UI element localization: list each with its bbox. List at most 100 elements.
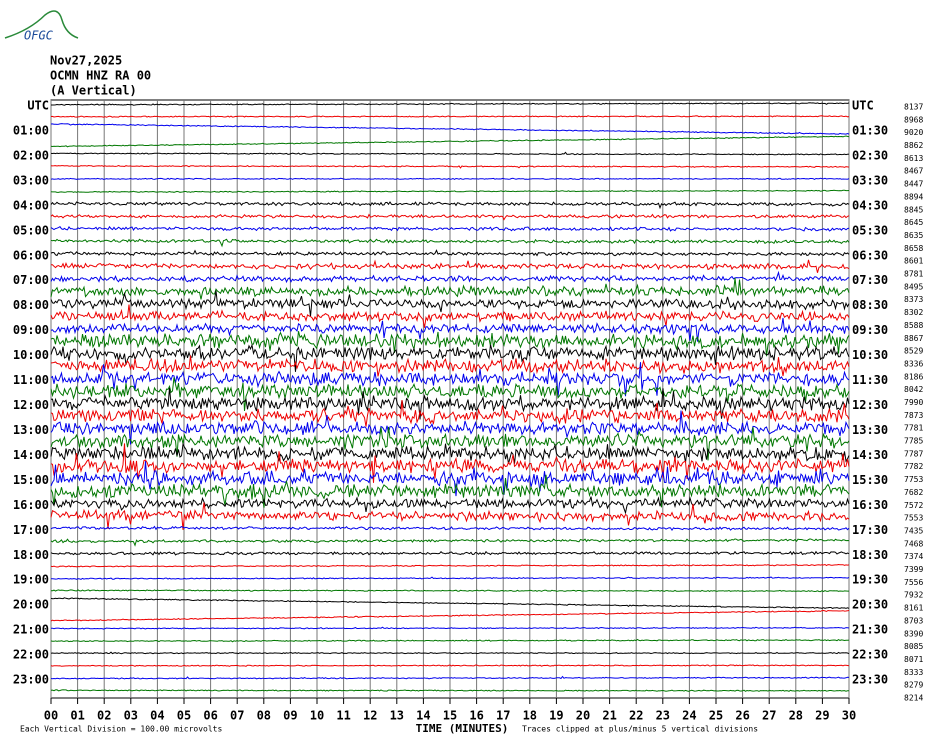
x-tick-label: 21 <box>602 709 616 723</box>
half-hour-label: 23:30 <box>852 673 888 687</box>
x-tick-label: 27 <box>762 709 776 723</box>
trace-level: 7785 <box>904 437 923 446</box>
trace-level: 8333 <box>904 668 923 677</box>
trace <box>50 304 850 328</box>
station: OCMN HNZ RA 00 <box>50 69 151 83</box>
trace-level: 9020 <box>904 128 923 137</box>
hour-label: 20:00 <box>13 598 49 612</box>
hour-label: 10:00 <box>13 348 49 362</box>
trace-level: 7787 <box>904 449 923 458</box>
trace <box>50 362 850 398</box>
trace-level: 8613 <box>904 154 923 163</box>
trace-level: 8042 <box>904 385 923 394</box>
trace <box>50 576 850 580</box>
x-tick-label: 20 <box>576 709 590 723</box>
x-tick-label: 18 <box>523 709 537 723</box>
trace <box>50 270 850 284</box>
trace <box>50 496 850 515</box>
x-tick-label: 29 <box>815 709 829 723</box>
trace <box>50 651 850 655</box>
trace-level: 8862 <box>904 141 923 150</box>
trace-level: 8214 <box>904 694 923 703</box>
hour-label: 09:00 <box>13 323 49 337</box>
logo: OFGC <box>24 29 54 43</box>
x-tick-label: 12 <box>363 709 377 723</box>
x-tick-label: 07 <box>230 709 244 723</box>
x-tick-label: 19 <box>549 709 563 723</box>
trace <box>51 259 850 273</box>
trace <box>50 474 850 508</box>
trace-level: 8186 <box>904 372 923 381</box>
hour-label: UTC <box>27 99 49 113</box>
trace-level: 8447 <box>904 180 923 189</box>
x-tick-label: 06 <box>203 709 217 723</box>
x-tick-label: 05 <box>177 709 191 723</box>
trace-level: 8161 <box>904 604 923 613</box>
half-hour-label: 05:30 <box>852 223 888 237</box>
x-tick-label: 15 <box>443 709 457 723</box>
clip-note: Traces clipped at plus/minus 5 vertical … <box>522 725 758 734</box>
half-hour-label: 07:30 <box>852 273 888 287</box>
half-hour-label: 16:30 <box>852 498 888 512</box>
x-tick-label: 16 <box>469 709 483 723</box>
trace-level: 7572 <box>904 501 923 510</box>
trace <box>50 343 850 372</box>
x-tick-label: 30 <box>842 709 856 723</box>
trace-level: 7781 <box>904 424 923 433</box>
trace <box>51 102 850 106</box>
half-hour-label: 08:30 <box>852 298 888 312</box>
half-hour-label: 10:30 <box>852 348 888 362</box>
trace <box>50 426 850 461</box>
trace <box>50 249 850 257</box>
hour-label: 05:00 <box>13 223 49 237</box>
half-hour-label: 01:30 <box>852 123 888 137</box>
hour-label: 06:00 <box>13 248 49 262</box>
hour-label: 22:00 <box>13 648 49 662</box>
hour-label: 07:00 <box>13 273 49 287</box>
logo-mark <box>4 10 79 39</box>
half-hour-label: 20:30 <box>852 598 888 612</box>
x-tick-label: 11 <box>336 709 350 723</box>
x-tick-label: 04 <box>150 709 164 723</box>
trace <box>50 135 850 148</box>
trace-level: 8588 <box>904 321 923 330</box>
trace-level: 7399 <box>904 565 923 574</box>
hour-label: 15:00 <box>13 473 49 487</box>
trace-level: 8601 <box>904 257 923 266</box>
hour-label: 12:00 <box>13 398 49 412</box>
trace <box>50 115 850 118</box>
trace-level: 8302 <box>904 308 923 317</box>
trace <box>50 277 850 300</box>
x-axis-title: TIME (MINUTES) <box>416 722 509 735</box>
x-tick-label: 03 <box>124 709 138 723</box>
half-hour-label: 19:30 <box>852 573 888 587</box>
trace <box>50 225 850 232</box>
trace <box>50 201 850 210</box>
trace <box>50 400 850 427</box>
trace <box>50 550 850 556</box>
trace-level: 8867 <box>904 334 923 343</box>
half-hour-label: 06:30 <box>852 248 888 262</box>
x-tick-label: 01 <box>70 709 84 723</box>
hour-label: 21:00 <box>13 623 49 637</box>
trace <box>50 317 850 342</box>
x-tick-label: 02 <box>97 709 111 723</box>
trace <box>50 213 850 221</box>
x-tick-label: 26 <box>735 709 749 723</box>
trace <box>50 675 850 680</box>
x-tick-label: 28 <box>789 709 803 723</box>
trace <box>50 355 850 377</box>
trace <box>50 377 850 411</box>
hour-label: 03:00 <box>13 173 49 187</box>
trace <box>50 538 850 547</box>
trace-level: 8529 <box>904 347 923 356</box>
trace <box>50 238 850 248</box>
hour-label: 08:00 <box>13 298 49 312</box>
hour-label: 17:00 <box>13 523 49 537</box>
x-tick-label: 17 <box>496 709 510 723</box>
trace-level: 7556 <box>904 578 923 587</box>
trace-level: 7374 <box>904 552 923 561</box>
trace <box>50 589 849 593</box>
hour-label: 02:00 <box>13 148 49 162</box>
